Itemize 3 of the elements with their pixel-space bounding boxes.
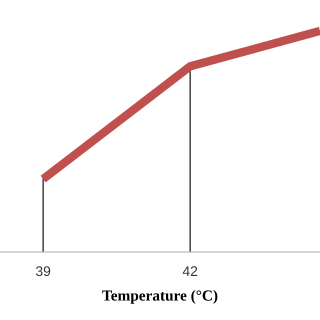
x-tick-label: 42: [182, 266, 198, 276]
x-axis-title: Temperature (°C): [102, 290, 218, 304]
x-tick-label: 39: [36, 266, 50, 276]
